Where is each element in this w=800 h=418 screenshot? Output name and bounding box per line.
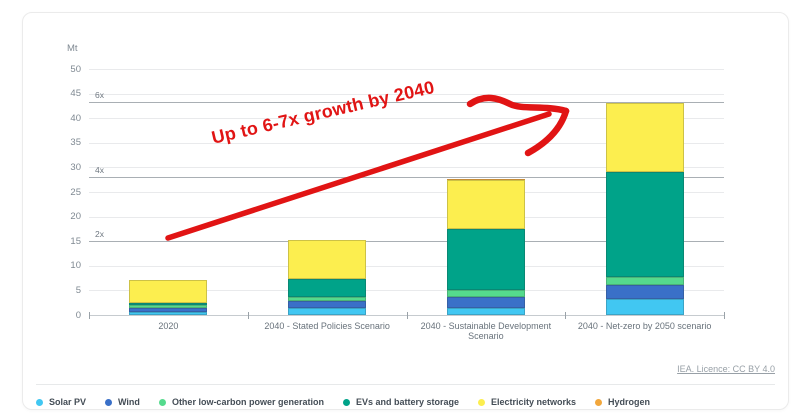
legend-label: Solar PV	[49, 397, 87, 407]
bar-segment-Solar PV	[288, 308, 367, 315]
y-tick-label-15: 15	[70, 235, 81, 247]
legend-dot-icon	[478, 398, 485, 406]
bar-segment-Other low-carbon power generation	[288, 296, 367, 302]
bar-segment-Electricity networks	[288, 240, 367, 280]
bar-2020	[129, 279, 208, 315]
gridline-50	[89, 69, 724, 70]
x-category-label: 2040 - Stated Policies Scenario	[264, 321, 390, 331]
legend: Solar PV Wind Other low-carbon power gener…	[36, 391, 650, 413]
bar-segment-Wind	[288, 301, 367, 309]
bar-segment-Electricity networks	[605, 103, 684, 172]
legend-dot-icon	[36, 398, 43, 406]
legend-item-Wind[interactable]: Wind	[105, 397, 140, 407]
legend-item-Other low-carbon power generation[interactable]: Other low-carbon power generation	[158, 397, 324, 407]
legend-dot-icon	[342, 398, 350, 406]
legend-dot-icon	[105, 398, 113, 406]
y-tick-label-0: 0	[75, 309, 81, 321]
legend-label: Electricity networks	[491, 397, 577, 407]
y-tick-label-50: 50	[70, 63, 81, 75]
bar-2040 - Stated Policies Scenario	[288, 240, 367, 315]
bar-segment-Other low-carbon power generation	[605, 276, 684, 285]
x-category-label: 2020	[158, 321, 179, 331]
legend-label: Hydrogen	[608, 397, 651, 407]
gridline-45	[89, 93, 724, 95]
reference-line-label-2x: 2x	[95, 229, 104, 240]
y-tick-label-20: 20	[70, 211, 81, 223]
chart-card: Mt 0 5 10 15 20 25 30 35 40 45 50 2x 4x 6x 2020 2040 -…	[22, 12, 789, 410]
gridline-5	[89, 290, 724, 292]
x-axis-tick	[406, 312, 408, 319]
legend-dot-icon	[595, 398, 603, 406]
bar-segment-Electricity networks	[446, 179, 525, 230]
gridline-10	[89, 265, 724, 267]
reference-line-label-4x: 4x	[95, 165, 104, 176]
bar-segment-Solar PV	[129, 311, 208, 315]
legend-label: EVs and battery storage	[355, 397, 459, 407]
legend-item-Solar PV[interactable]: Solar PV	[36, 397, 86, 407]
reference-line-6x	[89, 102, 724, 104]
y-axis-labels: 0 5 10 15 20 25 30 35 40 45 50	[23, 64, 81, 321]
legend-label: Wind	[118, 397, 140, 407]
y-axis-unit-label: Mt	[67, 43, 78, 54]
license-link[interactable]: IEA. Licence: CC BY 4.0	[677, 364, 775, 374]
legend-dot-icon	[158, 398, 166, 406]
bar-segment-Electricity networks	[129, 279, 208, 303]
legend-divider	[36, 384, 775, 385]
y-tick-label-10: 10	[70, 260, 81, 272]
bar-segment-EVs and battery storage	[288, 279, 367, 297]
x-axis-tick	[89, 312, 90, 319]
legend-item-Hydrogen[interactable]: Hydrogen	[595, 397, 650, 407]
y-tick-label-5: 5	[75, 284, 81, 296]
bar-segment-Other low-carbon power generation	[129, 304, 208, 308]
y-tick-label-25: 25	[70, 186, 81, 198]
x-axis-tick	[565, 312, 567, 319]
y-tick-label-40: 40	[70, 112, 81, 124]
y-tick-label-45: 45	[70, 88, 81, 100]
legend-label: Other low-carbon power generation	[171, 397, 324, 407]
reference-line-label-6x: 6x	[95, 90, 104, 101]
x-category-label: 2040 - Sustainable Development Scenario	[420, 321, 552, 341]
legend-item-EVs and battery storage[interactable]: EVs and battery storage	[342, 397, 459, 407]
y-tick-label-35: 35	[70, 137, 81, 149]
x-axis-tick	[724, 312, 725, 319]
bar-segment-Other low-carbon power generation	[446, 290, 525, 298]
bar-segment-EVs and battery storage	[446, 229, 525, 291]
bar-segment-Solar PV	[446, 307, 525, 315]
bar-2040 - Net-zero by 2050 scenario	[605, 103, 684, 315]
legend-item-Electricity networks[interactable]: Electricity networks	[478, 397, 576, 407]
bar-segment-EVs and battery storage	[129, 302, 208, 305]
x-axis-tick	[247, 312, 249, 319]
bar-segment-Solar PV	[605, 298, 684, 315]
bar-segment-Wind	[129, 307, 208, 312]
y-tick-label-30: 30	[70, 161, 81, 173]
plot-area: 2x 4x 6x 2020 2040 - Stated Policies Scenari…	[89, 69, 725, 341]
bar-2040 - Sustainable Development Scenario	[446, 179, 525, 315]
x-category-label: 2040 - Net-zero by 2050 scenario	[577, 321, 712, 331]
reference-line-2x	[89, 241, 724, 243]
bar-segment-Wind	[446, 297, 525, 308]
bar-segment-EVs and battery storage	[605, 171, 684, 277]
bar-segment-Wind	[605, 284, 684, 299]
